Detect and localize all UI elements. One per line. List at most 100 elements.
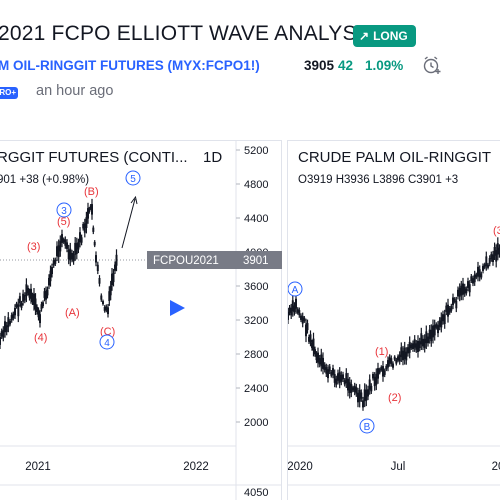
candle-body <box>33 293 35 305</box>
candle-body <box>43 291 46 298</box>
candle-body <box>410 344 413 349</box>
candle-body <box>7 317 10 328</box>
candle-body <box>468 284 471 293</box>
candle-body <box>23 295 26 301</box>
price-axis-tick: 2800 <box>244 349 268 361</box>
candle-body <box>51 267 53 274</box>
candle-body <box>413 339 416 348</box>
candle-body <box>347 378 349 391</box>
candle-body <box>465 288 468 294</box>
left-chart-interval[interactable]: 1D <box>203 149 222 166</box>
candle-body <box>437 325 439 334</box>
candle-body <box>492 254 494 262</box>
circle-label-4: 4 <box>99 334 115 350</box>
candle-body <box>385 365 388 370</box>
left-chart-panel[interactable]: 520048004400400036003200280024002000 202… <box>0 140 282 500</box>
candle-body <box>42 302 44 307</box>
candle-body <box>432 325 434 338</box>
wave-label-1: (1) <box>375 346 388 358</box>
candle-body <box>317 352 319 363</box>
candle-body <box>46 289 49 296</box>
candle-body <box>415 343 418 350</box>
candle-body <box>61 234 63 243</box>
candle-body <box>430 329 433 342</box>
candle-body <box>30 288 32 299</box>
candle-body <box>45 290 47 300</box>
candle-body <box>77 242 80 250</box>
candle-body <box>467 281 469 288</box>
candle-body <box>95 255 97 263</box>
candle-body <box>493 247 496 256</box>
wave-label-a: (A) <box>65 307 80 319</box>
candle-body <box>85 217 88 228</box>
candle-body <box>89 205 92 209</box>
left-chart-svg: 520048004400400036003200280024002000 202… <box>0 141 282 500</box>
candle-body <box>440 317 443 328</box>
alarm-clock-plus-icon[interactable] <box>421 54 443 76</box>
candle-body <box>397 356 399 361</box>
candle-body <box>108 291 111 301</box>
candle-body <box>368 379 371 390</box>
candle-body <box>442 314 444 322</box>
candle-body <box>9 320 11 325</box>
candle-body <box>375 373 378 385</box>
candle-body <box>477 266 479 277</box>
candle-body <box>111 273 113 286</box>
candle-body <box>20 303 23 308</box>
wave-label-c: (C) <box>100 326 115 338</box>
candle-body <box>412 343 414 349</box>
candle-body <box>496 243 499 255</box>
candle-body <box>80 237 83 243</box>
right-chart-title: CRUDE PALM OIL-RINGGIT <box>298 149 491 166</box>
symbol-change: 42 <box>338 58 354 73</box>
candle-body <box>62 239 65 243</box>
candle-body <box>425 331 428 344</box>
candle-body <box>4 321 6 333</box>
right-chart-ohlc: O3919 H3936 L3896 C3901 +3 <box>298 174 458 186</box>
candle-body <box>49 270 52 282</box>
candle-body <box>420 333 423 345</box>
candle-body <box>291 300 294 312</box>
right-chart-svg: 2020 Jul 20 CRUDE PALM OIL-RINGGIT O3919 H… <box>287 149 500 486</box>
candle-body <box>348 382 351 393</box>
candle-body <box>318 358 321 365</box>
candle-body <box>308 337 310 342</box>
candle-body <box>103 307 106 311</box>
candle-body <box>343 380 346 385</box>
candle-body <box>458 287 461 297</box>
candle-body <box>378 369 381 373</box>
candle-body <box>305 324 307 337</box>
symbol-link[interactable]: M OIL-RINGGIT FUTURES (MYX:FCPO1!) <box>0 58 260 73</box>
price-axis-tick: 3200 <box>244 315 268 327</box>
candle-body <box>303 317 306 322</box>
candle-body <box>335 378 338 385</box>
candle-body <box>37 310 40 318</box>
candle-body <box>93 241 96 246</box>
candle-body <box>2 330 5 338</box>
candle-body <box>25 284 28 297</box>
candle-body <box>327 369 329 379</box>
candle-body <box>487 264 489 268</box>
arrow-head-icon <box>130 195 138 205</box>
candle-body <box>387 360 389 368</box>
candle-body <box>452 297 454 306</box>
candle-body <box>353 385 356 393</box>
candle-body <box>87 208 89 219</box>
lower-pane-tick: 4050 <box>244 487 268 499</box>
right-chart-panel[interactable]: 2020 Jul 20 CRUDE PALM OIL-RINGGIT O3919 H… <box>287 140 500 500</box>
candle-body <box>71 253 73 260</box>
candle-body <box>105 306 108 311</box>
candle-body <box>34 298 37 310</box>
candle-body <box>438 320 441 327</box>
candle-body <box>91 204 93 215</box>
candle-body <box>382 366 384 377</box>
candle-body <box>460 285 463 296</box>
candle-body <box>338 372 341 383</box>
candle-body <box>483 264 486 268</box>
candle-body <box>107 307 109 315</box>
play-button[interactable] <box>148 280 204 336</box>
svg-text:FCPOU2021: FCPOU2021 <box>153 255 219 267</box>
price-axis-tick: 4800 <box>244 179 268 191</box>
candle-body <box>370 385 373 392</box>
candle-body <box>455 300 458 309</box>
